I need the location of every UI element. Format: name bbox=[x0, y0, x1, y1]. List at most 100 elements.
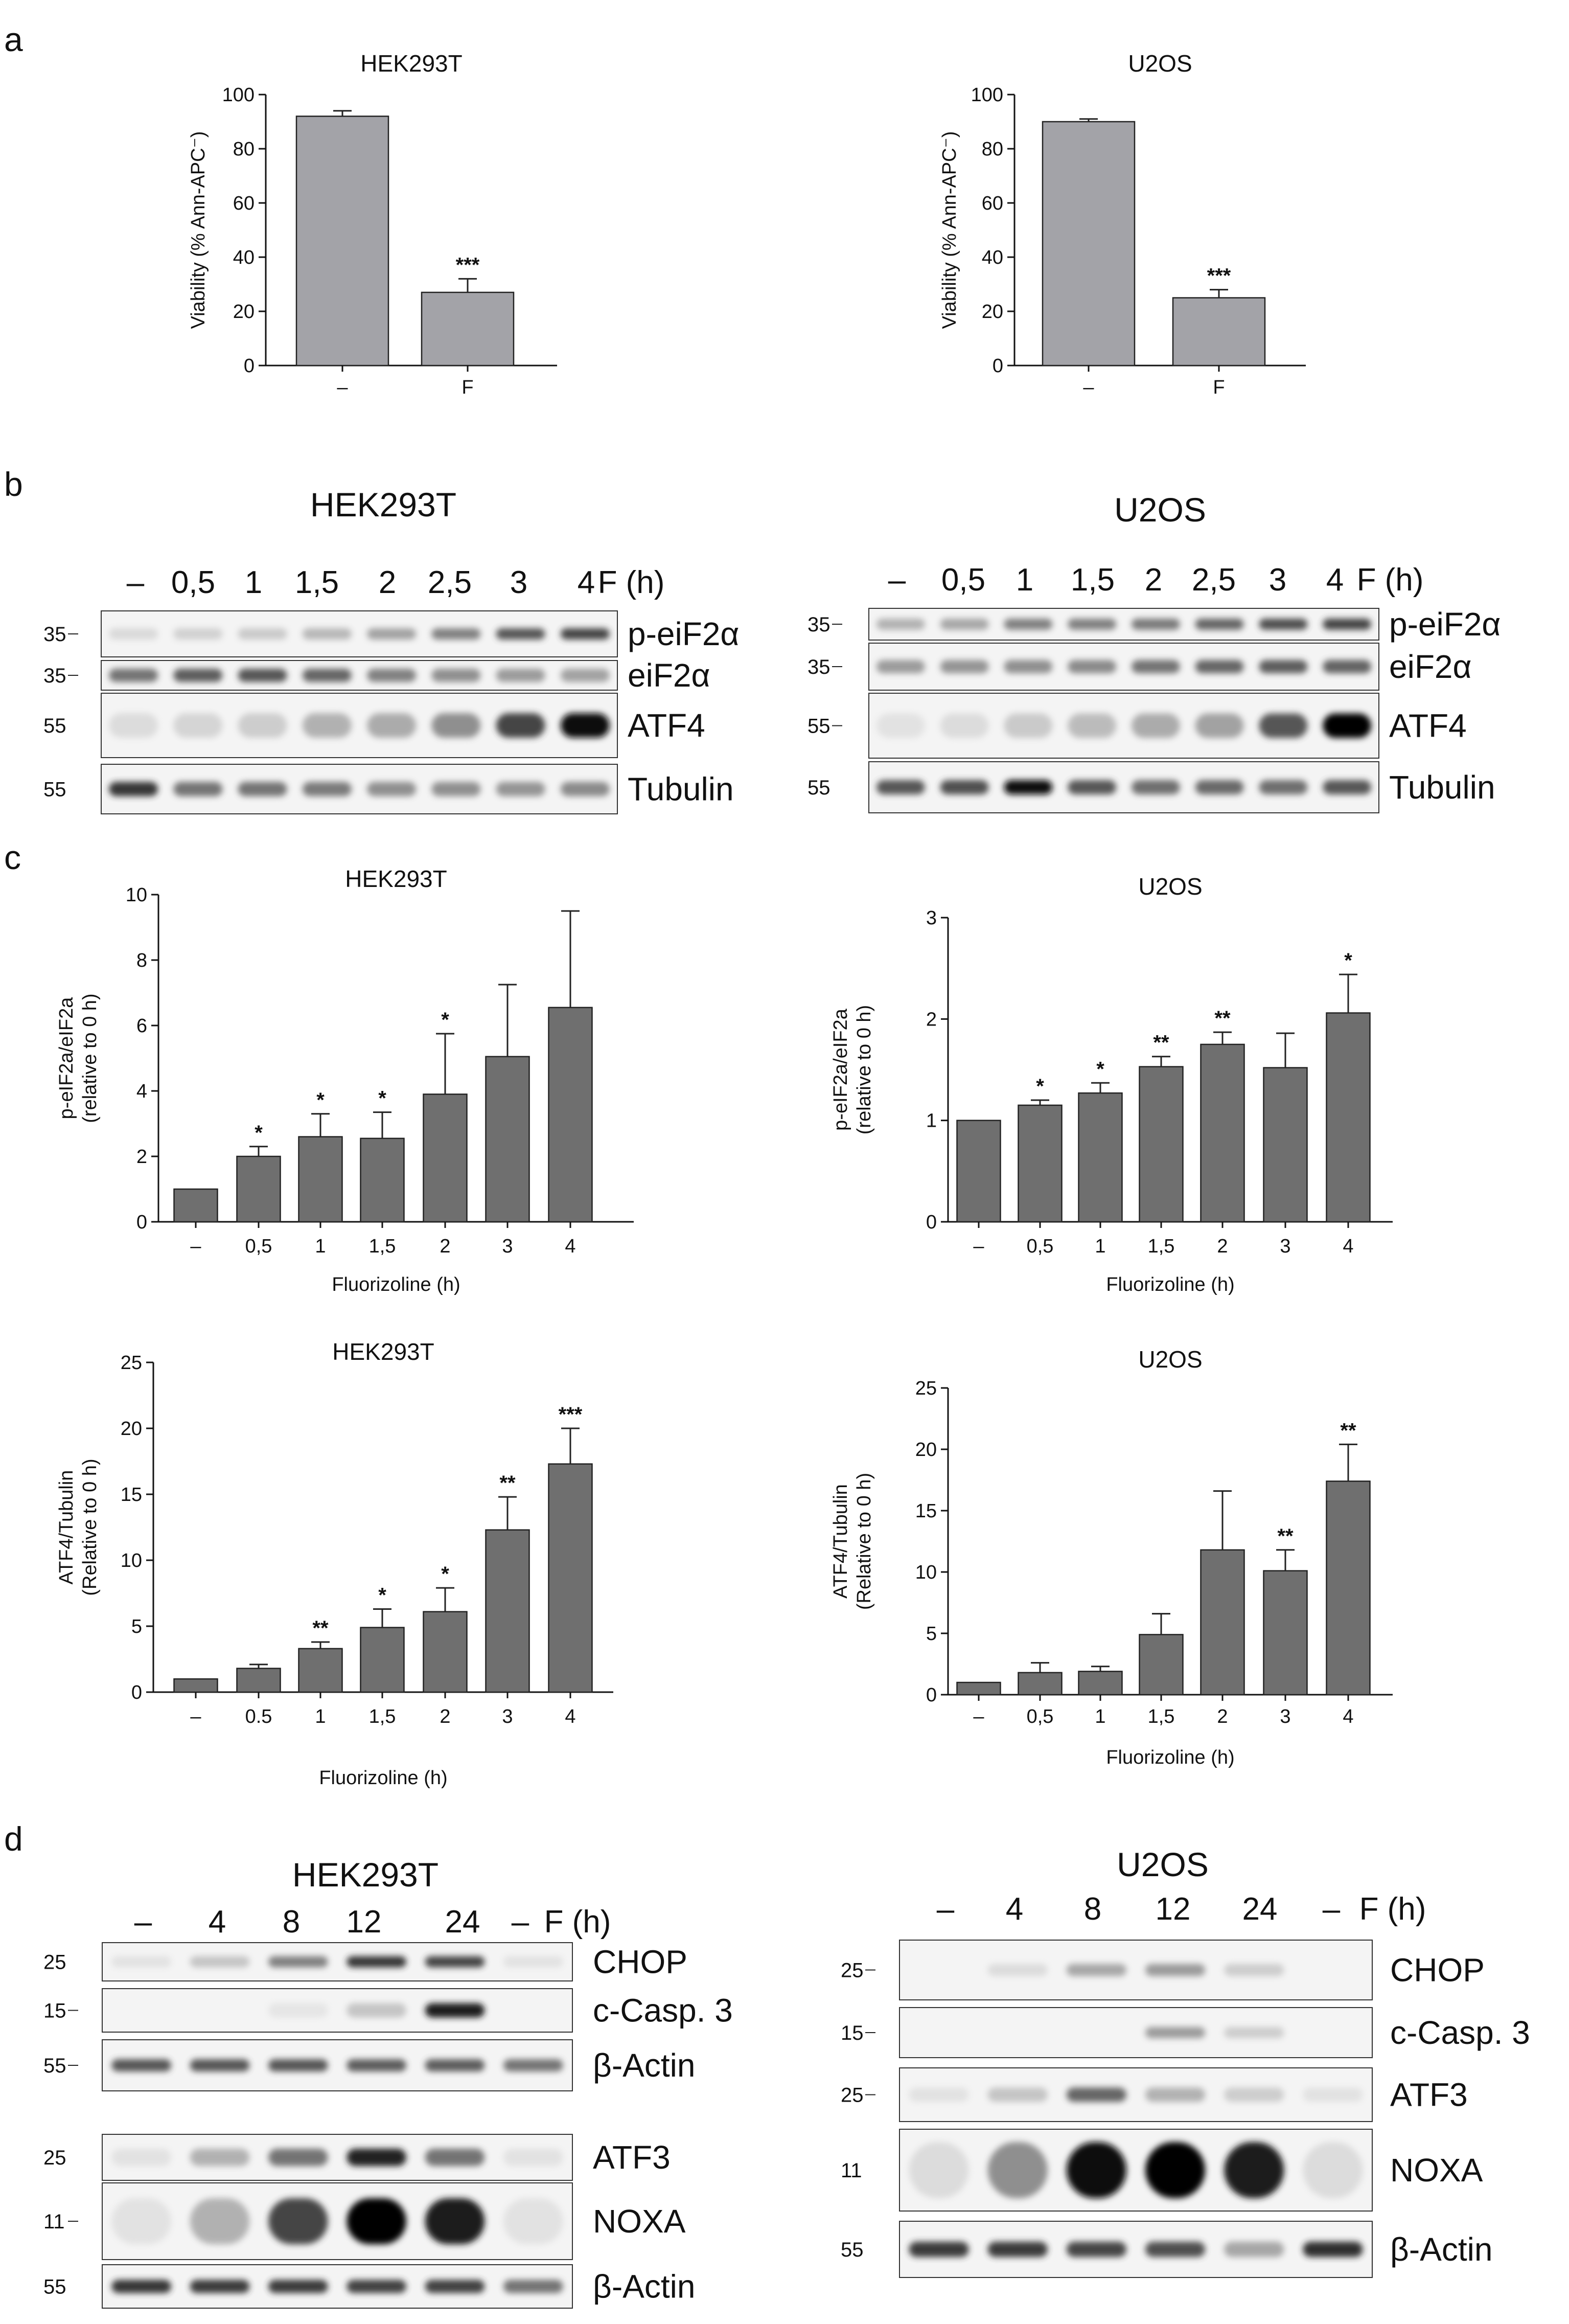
mw-marker-label: 25 bbox=[43, 1951, 66, 1974]
blot-band bbox=[1303, 2142, 1363, 2198]
blot-band bbox=[503, 2059, 563, 2071]
blot-band bbox=[876, 713, 925, 738]
x-tick-label: 0,5 bbox=[1027, 1236, 1054, 1257]
significance-label: *** bbox=[456, 254, 480, 276]
lane-label: – bbox=[1323, 1892, 1341, 1927]
blot-band bbox=[190, 2059, 250, 2071]
blot-band bbox=[1004, 713, 1053, 738]
blot-band bbox=[560, 669, 610, 682]
significance-label: ** bbox=[1153, 1032, 1169, 1054]
blot-row: Tubulin 55 bbox=[43, 764, 734, 814]
blot-band bbox=[268, 2149, 328, 2166]
blot-band bbox=[1224, 2087, 1284, 2102]
blot-band bbox=[1323, 619, 1372, 630]
blot-band bbox=[111, 2149, 171, 2166]
bar bbox=[1078, 1671, 1123, 1696]
bar bbox=[956, 1681, 1001, 1696]
protein-label: c-Casp. 3 bbox=[1390, 2014, 1530, 2051]
blot-band bbox=[909, 2242, 969, 2257]
blot-strip bbox=[102, 2182, 573, 2260]
blot-band bbox=[431, 669, 481, 682]
significance-label: ** bbox=[1214, 1007, 1231, 1030]
mw-marker-label: 15 bbox=[43, 2000, 66, 2022]
y-axis-label: p-eIF2a/eIF2a(relative to 0 h) bbox=[56, 993, 101, 1123]
y-tick-label: 20 bbox=[915, 1439, 937, 1461]
blot-row: ATF3 25 bbox=[841, 2067, 1468, 2122]
blot-band bbox=[1145, 1964, 1206, 1976]
lane-label: 1,5 bbox=[295, 565, 339, 600]
blot-band bbox=[238, 628, 287, 640]
blot-band bbox=[1323, 713, 1372, 738]
blot-band bbox=[268, 2280, 328, 2293]
blots-layer: HEK293T– 0,5 1 1,5 2 2,5 3 4 F (h)p-eiF2α35eiF2α… bbox=[43, 486, 1530, 2309]
blot-band bbox=[268, 2003, 328, 2018]
y-axis-label: ATF4/Tubulin(Relative to 0 h) bbox=[56, 1459, 101, 1596]
blot-band bbox=[496, 782, 545, 796]
lane-label: 8 bbox=[283, 1904, 300, 1940]
significance-label: *** bbox=[559, 1403, 583, 1426]
y-tick-label: 20 bbox=[121, 1418, 142, 1440]
x-tick-label: 3 bbox=[502, 1236, 513, 1257]
x-tick-label: 1 bbox=[315, 1236, 326, 1257]
panel-letter-a: a bbox=[4, 20, 23, 58]
condition-label: F (h) bbox=[544, 1904, 611, 1940]
protein-label: ATF4 bbox=[628, 707, 705, 744]
blot-band bbox=[1004, 660, 1053, 673]
blot-row: eiF2α 35 bbox=[43, 657, 710, 694]
significance-label: ** bbox=[312, 1617, 329, 1639]
condition-label: F (h) bbox=[1359, 1892, 1426, 1927]
blot-band bbox=[238, 782, 287, 796]
x-tick-label: 1 bbox=[315, 1706, 326, 1727]
blot-band bbox=[909, 2142, 969, 2198]
bar bbox=[423, 1611, 468, 1693]
x-tick-label: 4 bbox=[565, 1706, 575, 1727]
x-tick-label: F bbox=[462, 377, 473, 398]
bar bbox=[360, 1627, 405, 1693]
x-tick-label: 1 bbox=[1095, 1236, 1105, 1257]
y-tick-label: 3 bbox=[926, 907, 937, 929]
x-tick-label: 1,5 bbox=[1148, 1706, 1175, 1727]
blot-band bbox=[1224, 2242, 1284, 2257]
blot-title: U2OS bbox=[1114, 491, 1206, 529]
blot-band bbox=[503, 1956, 563, 1968]
significance-label: ** bbox=[1277, 1525, 1294, 1547]
blot-band bbox=[238, 713, 287, 738]
bar bbox=[1078, 1092, 1123, 1223]
blot-band bbox=[560, 782, 610, 796]
condition-label: F (h) bbox=[1357, 562, 1424, 598]
bar bbox=[548, 1007, 593, 1223]
bar bbox=[173, 1678, 218, 1693]
mw-marker-label: 55 bbox=[43, 2276, 66, 2298]
x-tick-label: – bbox=[1083, 377, 1094, 398]
blot-band bbox=[268, 2198, 328, 2244]
blot-row: p-eiF2α 35 bbox=[807, 606, 1501, 643]
blot-band bbox=[1195, 619, 1244, 630]
blot-band bbox=[1131, 660, 1180, 673]
protein-label: CHOP bbox=[1390, 1952, 1485, 1989]
blot-band bbox=[1066, 2242, 1126, 2257]
x-tick-label: 3 bbox=[1280, 1236, 1290, 1257]
protein-label: β-Actin bbox=[1390, 2231, 1492, 2268]
blot-band bbox=[431, 628, 481, 640]
y-axis-label: p-eIF2a/eIF2a(relative to 0 h) bbox=[830, 1005, 875, 1134]
panel-letter-b: b bbox=[4, 465, 23, 503]
y-axis-label: ATF4/Tubulin(Relative to 0 h) bbox=[830, 1473, 875, 1610]
blot-band bbox=[111, 1956, 171, 1968]
y-tick-label: 2 bbox=[136, 1146, 147, 1168]
blot-band bbox=[1195, 713, 1244, 738]
y-tick-label: 5 bbox=[131, 1616, 142, 1637]
bar bbox=[1200, 1043, 1245, 1223]
blot-band bbox=[1195, 660, 1244, 673]
protein-label: p-eiF2α bbox=[1389, 606, 1501, 643]
lane-label: 2,5 bbox=[1192, 562, 1236, 598]
blot-row: NOXA 11 bbox=[841, 2129, 1483, 2212]
lane-label: – bbox=[888, 562, 906, 598]
x-tick-label: 1,5 bbox=[1148, 1236, 1175, 1257]
bar bbox=[298, 1136, 343, 1223]
blot-band bbox=[367, 713, 417, 738]
x-tick-label: 4 bbox=[1343, 1706, 1353, 1727]
lane-label: 2,5 bbox=[428, 565, 472, 600]
x-tick-label: 0,5 bbox=[245, 1236, 272, 1257]
chart-title: HEK293T bbox=[345, 865, 447, 892]
blot-band bbox=[111, 2280, 171, 2293]
